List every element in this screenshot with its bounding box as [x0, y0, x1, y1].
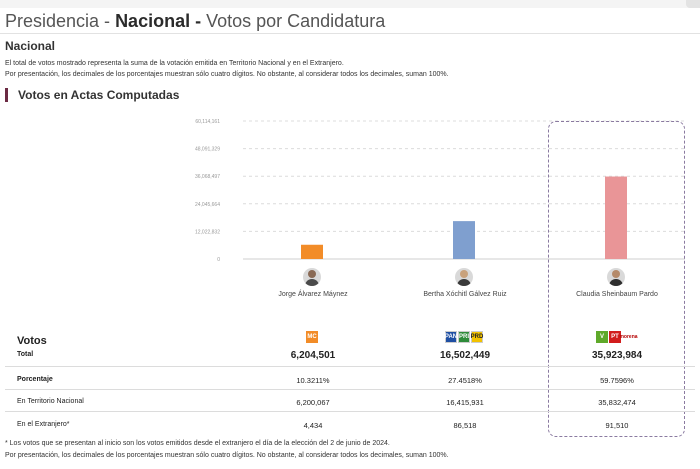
y-tick-label: 24,045,664	[195, 202, 220, 208]
candidate-name-galvez: Bertha Xóchitl Gálvez Ruiz	[385, 291, 545, 298]
y-tick-label: 60,114,161	[195, 119, 220, 125]
header-note-decimals: Por presentación, los decimales de los p…	[5, 71, 449, 78]
extranjero-alvarez: 4,434	[238, 421, 388, 430]
bar-galvez[interactable]	[453, 221, 475, 259]
y-tick-label: 12,022,832	[195, 229, 220, 235]
row-label-total: Total	[17, 351, 33, 358]
footer-note-abroad: * Los votos que se presentan al inicio s…	[5, 440, 390, 447]
top-bar	[0, 0, 700, 8]
y-tick-label: 36,068,497	[195, 174, 220, 180]
scroll-pill	[686, 0, 700, 8]
candidate-name-alvarez: Jorge Álvarez Máynez	[233, 291, 393, 298]
territorio-galvez: 16,415,931	[390, 398, 540, 407]
porcentaje-alvarez: 10.3211%	[238, 376, 388, 385]
extranjero-galvez: 86,518	[390, 421, 540, 430]
title-divider	[0, 33, 700, 34]
extranjero-sheinbaum: 91,510	[542, 421, 692, 430]
party-logos-galvez: PAN PRI PRD	[445, 331, 483, 343]
bar-alvarez[interactable]	[301, 245, 323, 259]
votes-heading: Votos	[17, 335, 47, 347]
party-logos-sheinbaum: V PT morena	[596, 331, 635, 343]
row-label-territorio: En Territorio Nacional	[17, 398, 84, 405]
bar-sheinbaum[interactable]	[605, 177, 627, 259]
row-label-porcentaje: Porcentaje	[17, 376, 53, 383]
footer-note-decimals: Por presentación, los decimales de los p…	[5, 452, 449, 459]
porcentaje-sheinbaum: 59.7596%	[542, 376, 692, 385]
pan-icon: PAN	[445, 331, 457, 343]
row-label-extranjero: En el Extranjero*	[17, 421, 70, 428]
page-subtitle: Nacional	[5, 39, 55, 53]
y-tick-label: 48,091,329	[195, 147, 220, 153]
pri-icon: PRI	[458, 331, 470, 343]
section-title: Votos en Actas Computadas	[18, 88, 179, 102]
movimiento-ciudadano-icon: MC	[306, 331, 318, 343]
candidate-name-sheinbaum: Claudia Sheinbaum Pardo	[537, 291, 697, 298]
avatar-alvarez	[303, 268, 321, 286]
total-sheinbaum: 35,923,984	[542, 350, 692, 361]
territorio-sheinbaum: 35,832,474	[542, 398, 692, 407]
morena-icon: morena	[622, 334, 635, 341]
avatar-galvez	[455, 268, 473, 286]
table-divider	[5, 411, 695, 412]
prd-icon: PRD	[471, 331, 483, 343]
territorio-alvarez: 6,200,067	[238, 398, 388, 407]
total-galvez: 16,502,449	[390, 350, 540, 361]
pvem-icon: V	[596, 331, 608, 343]
total-alvarez: 6,204,501	[238, 350, 388, 361]
table-divider	[5, 366, 695, 367]
y-tick-label: 0	[217, 257, 220, 263]
porcentaje-galvez: 27.4518%	[390, 376, 540, 385]
page-title: Presidencia - Nacional - Votos por Candi…	[5, 11, 385, 32]
header-note-total: El total de votos mostrado representa la…	[5, 60, 344, 67]
table-divider	[5, 389, 695, 390]
votes-bar-chart: 0 12,022,832 24,045,664 36,068,497 48,091,32…	[0, 110, 700, 270]
party-logos-alvarez: MC	[306, 331, 318, 343]
section-accent-bar	[5, 88, 8, 102]
avatar-sheinbaum	[607, 268, 625, 286]
